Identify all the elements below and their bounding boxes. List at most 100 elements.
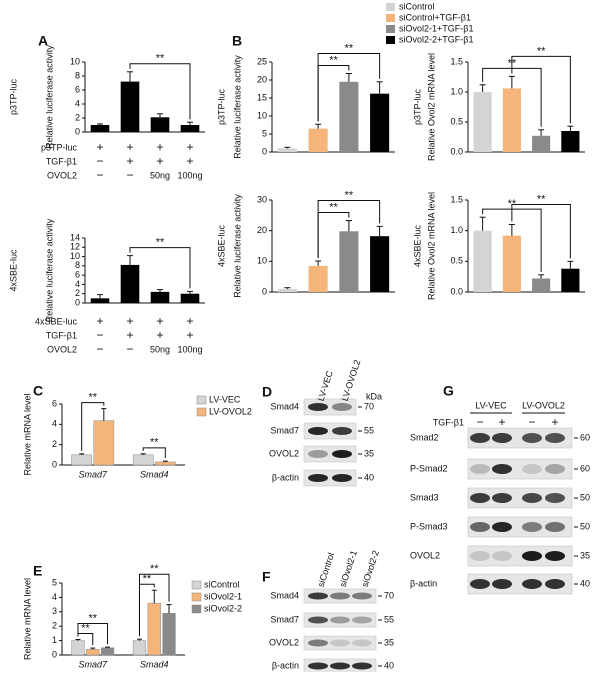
table-cell: + <box>156 154 163 168</box>
y-tick-label: 25 <box>257 56 267 66</box>
marker-label: 50 <box>580 521 590 531</box>
table-cell: + <box>186 154 193 168</box>
significance-label: ** <box>143 573 152 585</box>
significance-label: ** <box>150 437 159 449</box>
table-cell: + <box>186 314 193 328</box>
blot-band <box>545 522 565 532</box>
blot-strip <box>303 398 357 416</box>
significance-bracket <box>81 402 105 451</box>
bar <box>93 420 115 466</box>
y-axis-label: Relative luciferase activity <box>44 45 54 149</box>
y-tick-label: 6 <box>75 84 80 94</box>
blot-band <box>470 433 490 443</box>
table-cell: + <box>126 154 133 168</box>
table-cell: + <box>186 140 193 154</box>
blot-band <box>545 551 565 561</box>
bar <box>339 231 359 292</box>
legend-label: siOvol2-2+TGF-β1 <box>399 34 473 44</box>
table-cell: − <box>126 342 133 356</box>
side-label: p3TP-luc <box>216 88 226 125</box>
group-label: LV-OVOL2 <box>522 400 565 410</box>
panel-label: D <box>262 384 272 400</box>
blot-band <box>308 639 328 647</box>
table-row-label: OVOL2 <box>47 170 77 180</box>
blot-strip <box>467 516 573 538</box>
marker-label: 60 <box>580 463 590 473</box>
y-axis-label: Relative luciferase activity <box>232 55 242 159</box>
bar <box>150 117 170 132</box>
blot-strip <box>467 427 573 449</box>
marker-label: 40 <box>384 660 394 670</box>
legend-swatch <box>386 3 395 11</box>
bar <box>502 235 521 292</box>
bar <box>277 288 297 292</box>
legend-swatch <box>386 25 395 33</box>
legend-label: siOvol2-1 <box>204 591 242 601</box>
blot-band <box>492 464 512 474</box>
legend-label: siOvol2-2 <box>204 603 242 613</box>
marker-label: 55 <box>364 425 374 435</box>
significance-bracket <box>142 447 166 459</box>
legend-swatch <box>191 604 202 614</box>
blot-strip <box>467 545 573 567</box>
side-label: p3TP-luc <box>8 78 18 115</box>
blot-band <box>545 579 565 589</box>
y-tick-label: 2 <box>75 112 80 122</box>
bar <box>277 148 297 152</box>
blot-band <box>330 639 350 647</box>
y-tick-label: 20 <box>257 225 267 235</box>
bar <box>120 264 140 303</box>
marker-label: 70 <box>364 401 374 411</box>
table-cell: + <box>126 140 133 154</box>
x-tick-label: Smad7 <box>78 469 108 479</box>
side-label: 4xSBE-luc <box>8 249 18 292</box>
y-tick-label: 10 <box>257 110 267 120</box>
marker-label: 50 <box>580 492 590 502</box>
legend-label: LV-OVOL2 <box>209 406 252 416</box>
table-cell: − <box>96 342 103 356</box>
blot-row-label: Smad4 <box>270 401 299 411</box>
blot-band <box>470 493 490 503</box>
significance-label: ** <box>150 563 159 575</box>
table-cell: − <box>96 154 103 168</box>
blot-strip <box>303 635 377 651</box>
blot-row-label: Smad2 <box>410 432 439 442</box>
blot-band <box>308 592 328 600</box>
y-axis-label: Relative luciferase activity <box>232 194 242 298</box>
blot-row-label: OVOL2 <box>269 637 299 647</box>
blot-band <box>470 551 490 561</box>
legend-label: siOvol2-1+TGF-β1 <box>399 23 473 33</box>
significance-label: ** <box>537 45 546 57</box>
blot-band <box>332 474 352 482</box>
marker-label: 55 <box>384 614 394 624</box>
blot-band <box>332 427 352 435</box>
y-tick-label: 6 <box>52 398 57 408</box>
marker-label: 40 <box>364 472 374 482</box>
y-tick-label: 8 <box>75 70 80 80</box>
blot-row-label: Smad7 <box>270 614 299 624</box>
blot-band <box>522 493 542 503</box>
y-tick-label: 30 <box>257 194 267 204</box>
legend-label: siControl <box>399 1 435 11</box>
panel-label: A <box>38 33 48 49</box>
y-tick-label: 1.0 <box>450 225 463 235</box>
y-tick-label: 10 <box>257 256 267 266</box>
y-tick-label: 2 <box>52 439 57 449</box>
table-row-label: TGF-β1 <box>46 156 77 166</box>
blot-strip <box>467 458 573 480</box>
marker-label: 35 <box>364 448 374 458</box>
y-tick-label: 0 <box>52 649 57 659</box>
table-cell: 100ng <box>177 344 202 354</box>
y-tick-label: 10 <box>70 251 80 261</box>
column-label: siOvol2-1 <box>338 549 359 588</box>
significance-label: ** <box>88 612 97 624</box>
group-label: LV-VEC <box>475 400 507 410</box>
unit-label: kDa <box>366 391 382 401</box>
blot-band <box>522 579 542 589</box>
y-tick-label: 1.5 <box>450 56 463 66</box>
y-axis-label: Relative luciferase activity <box>44 218 54 322</box>
bar <box>339 81 359 152</box>
y-tick-label: 15 <box>257 92 267 102</box>
blot-row-label: P-Smad3 <box>410 521 448 531</box>
bar <box>120 81 140 132</box>
